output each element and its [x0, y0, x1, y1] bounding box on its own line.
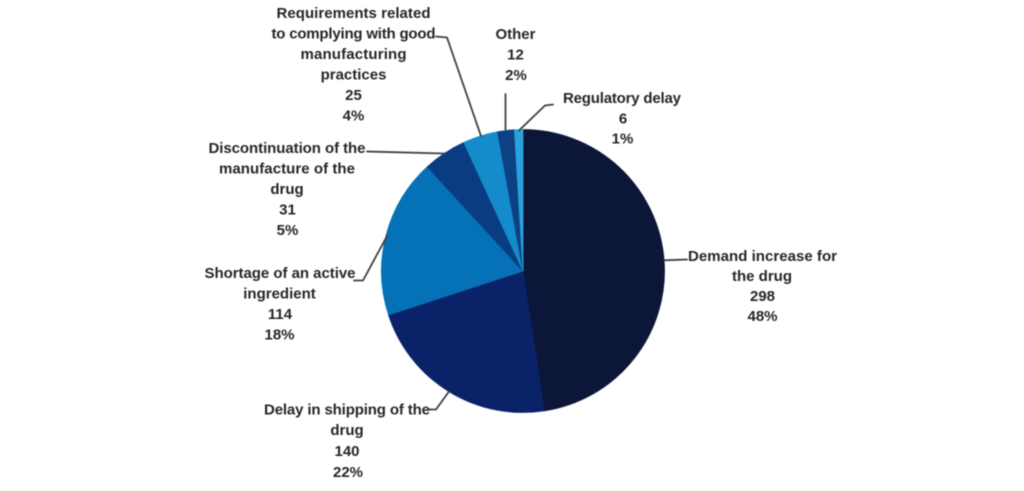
svg-text:2%: 2% [505, 67, 527, 84]
svg-text:Requirements related: Requirements related [277, 5, 431, 22]
svg-text:31: 31 [279, 202, 296, 219]
svg-text:ingredient: ingredient [243, 286, 316, 303]
svg-text:Shortage of an active: Shortage of an active [205, 265, 356, 282]
svg-text:Demand increase for: Demand increase for [688, 248, 837, 265]
svg-text:manufacture of the: manufacture of the [219, 161, 355, 178]
svg-text:manufacturing: manufacturing [301, 46, 407, 63]
svg-text:25: 25 [345, 87, 362, 104]
svg-text:6: 6 [619, 111, 627, 128]
svg-text:drug: drug [270, 181, 303, 198]
svg-text:298: 298 [750, 288, 775, 305]
svg-text:5%: 5% [277, 222, 299, 239]
svg-text:Delay in shipping of the: Delay in shipping of the [264, 402, 430, 419]
svg-text:48%: 48% [747, 308, 777, 325]
svg-text:1%: 1% [612, 131, 634, 148]
svg-text:to complying with good: to complying with good [272, 26, 436, 43]
svg-text:Discontinuation of the: Discontinuation of the [209, 140, 366, 157]
svg-text:practices: practices [321, 67, 387, 84]
svg-text:18%: 18% [264, 327, 294, 344]
svg-text:140: 140 [334, 443, 359, 460]
svg-text:the drug: the drug [732, 268, 792, 285]
svg-text:12: 12 [507, 47, 524, 64]
svg-text:Other: Other [495, 26, 535, 43]
svg-text:22%: 22% [333, 464, 363, 481]
svg-text:Regulatory delay: Regulatory delay [563, 90, 682, 107]
svg-text:4%: 4% [343, 108, 365, 125]
svg-text:drug: drug [330, 422, 363, 439]
svg-text:114: 114 [268, 306, 293, 323]
